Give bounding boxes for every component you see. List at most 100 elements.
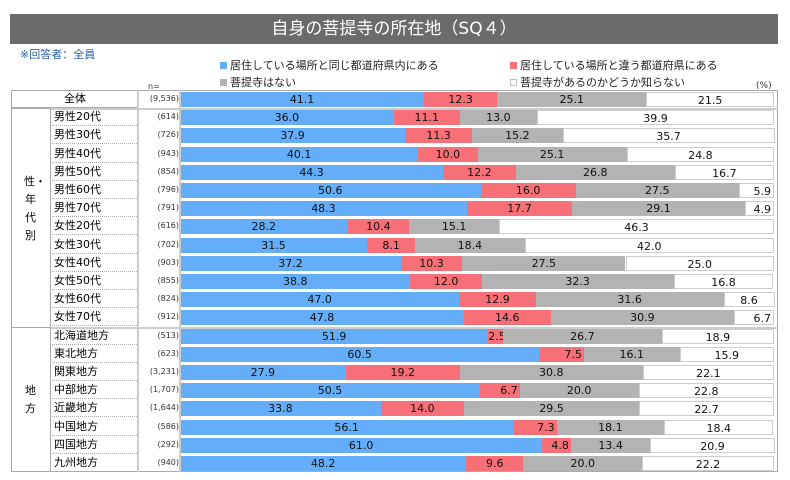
- bar-segment: 8.6: [723, 292, 775, 308]
- sample-size: (903): [157, 257, 179, 267]
- chart-row: 男性60代 (796) 50.6 16.0 27.5 5.9: [11, 181, 778, 199]
- category-label: 北海道地方: [52, 327, 137, 345]
- bar-segment: 44.3: [180, 164, 444, 180]
- chart-row: 男性70代 (791) 48.3 17.7 29.1 4.9: [11, 199, 778, 218]
- category-label: 男性20代: [52, 108, 137, 127]
- category-label: 全体: [11, 90, 137, 108]
- bar-segment: 56.1: [180, 419, 514, 435]
- sample-size: (854): [157, 166, 179, 176]
- sample-size: (824): [157, 294, 179, 304]
- legend-item: 菩提寺はない: [220, 74, 296, 90]
- sample-size: (855): [157, 276, 179, 285]
- bar-segment: 30.8: [459, 365, 643, 380]
- category-label: 男性70代: [52, 199, 137, 218]
- bar-segment: 25.0: [625, 255, 774, 271]
- sample-size: (943): [157, 148, 179, 158]
- chart-row: 中部地方 (1,707) 50.5 6.7 20.0 22.8: [11, 381, 778, 400]
- column-divider: [179, 90, 181, 472]
- category-label: 中部地方: [52, 381, 137, 400]
- bar-segment: 37.9: [180, 128, 406, 144]
- bar-segment: 13.4: [570, 437, 651, 453]
- chart-row: 女性40代 (903) 37.2 10.3 27.5 25.0: [11, 254, 778, 272]
- group-box: 地方: [11, 326, 51, 473]
- bar-segment: 11.1: [393, 110, 460, 126]
- bar-segment: 48.3: [180, 201, 467, 217]
- bar-segment: 16.1: [583, 346, 680, 362]
- category-label: 四国地方: [52, 436, 137, 454]
- chart-row: 女性60代 (824) 47.0 12.9 31.6 8.6: [11, 290, 778, 309]
- bar-segment: 7.5: [539, 346, 584, 362]
- bar-segment: 48.2: [180, 456, 467, 471]
- legend-label: 菩提寺はない: [230, 76, 296, 89]
- group-divider: [51, 326, 778, 329]
- bar-segment: 47.8: [180, 310, 464, 326]
- bar-segment: 15.9: [679, 346, 774, 362]
- category-label: 男性60代: [52, 181, 137, 199]
- bar-segment: 4.9: [744, 201, 774, 217]
- category-label: 男性30代: [52, 126, 137, 145]
- group-box: 性・年代別: [11, 108, 51, 327]
- legend-label: 居住している場所と同じ都道府県内にある: [230, 59, 439, 72]
- bar-segment: 18.4: [415, 237, 525, 253]
- bar-segment: 15.1: [409, 219, 499, 235]
- sample-size: (791): [157, 203, 179, 213]
- bar-segment: 6.7: [734, 310, 774, 326]
- legend-item: 居住している場所と違う都道府県にある: [510, 57, 718, 73]
- bar-segment: 14.6: [463, 310, 551, 326]
- bar-segment: 22.1: [642, 365, 774, 380]
- sample-size: (614): [157, 112, 179, 122]
- sample-size: (513): [157, 330, 179, 340]
- chart-row: 中国地方 (586) 56.1 7.3 18.1 18.4: [11, 418, 778, 436]
- group-label: 地方: [25, 384, 36, 416]
- bar-segment: 27.9: [180, 365, 346, 380]
- legend-swatch: [510, 61, 517, 69]
- category-label: 男性50代: [52, 163, 137, 181]
- chart-row: 男性50代 (854) 44.3 12.2 26.8 16.7: [11, 163, 778, 181]
- bar-segment: 12.3: [424, 92, 498, 107]
- category-label: 中国地方: [52, 418, 137, 436]
- category-label: 女性70代: [52, 308, 137, 327]
- sample-size: (1,644): [149, 403, 179, 413]
- chart-row: 男性20代 (614) 36.0 11.1 13.0 39.9: [11, 108, 778, 127]
- bar-segment: 6.7: [479, 383, 520, 399]
- bar-segment: 12.2: [443, 164, 516, 180]
- column-divider: [137, 90, 139, 472]
- bar-segment: 10.0: [418, 146, 478, 162]
- bar-segment: 51.9: [180, 328, 489, 344]
- bar-segment: 50.5: [180, 383, 480, 399]
- bar-segment: 19.2: [345, 365, 460, 380]
- sample-size: (9,536): [149, 94, 179, 103]
- category-label: 男性40代: [52, 145, 137, 163]
- bar-segment: 16.8: [673, 274, 774, 289]
- sample-size: (940): [157, 458, 179, 467]
- category-label: 女性40代: [52, 254, 137, 272]
- sample-size: (1,707): [149, 385, 179, 395]
- bar-segment: 26.8: [515, 164, 675, 180]
- bar-segment: 31.5: [180, 237, 368, 253]
- sample-size: (702): [157, 239, 179, 249]
- sample-size: (616): [157, 221, 179, 231]
- group-divider: [51, 108, 778, 111]
- legend-swatch: [220, 78, 227, 86]
- respondents-note: ※回答者：全員: [20, 48, 96, 61]
- legend-item: 菩提寺があるのかどうか知らない: [510, 74, 685, 90]
- sample-size: (912): [157, 312, 179, 322]
- bar-segment: 28.2: [180, 219, 348, 235]
- bar-segment: 5.9: [738, 183, 774, 198]
- bar-segment: 22.2: [642, 456, 774, 471]
- bar-segment: 13.0: [459, 110, 537, 126]
- bar-segment: 30.9: [550, 310, 735, 326]
- bar-segment: 21.5: [646, 92, 774, 107]
- bar-segment: 12.0: [410, 274, 482, 289]
- bar-segment: 26.7: [503, 328, 662, 344]
- bar-segment: 20.9: [650, 437, 775, 453]
- bar-segment: 60.5: [180, 346, 540, 362]
- chart-row: 女性20代 (616) 28.2 10.4 15.1 46.3: [11, 217, 778, 236]
- bar-segment: 12.9: [459, 292, 536, 308]
- bar-segment: 61.0: [180, 437, 543, 453]
- bar-segment: 42.0: [524, 237, 774, 253]
- category-label: 関東地方: [52, 363, 137, 381]
- category-label: 女性30代: [52, 236, 137, 254]
- unit-label: (%): [756, 81, 772, 91]
- chart-row: 男性30代 (726) 37.9 11.3 15.2 35.7: [11, 126, 778, 145]
